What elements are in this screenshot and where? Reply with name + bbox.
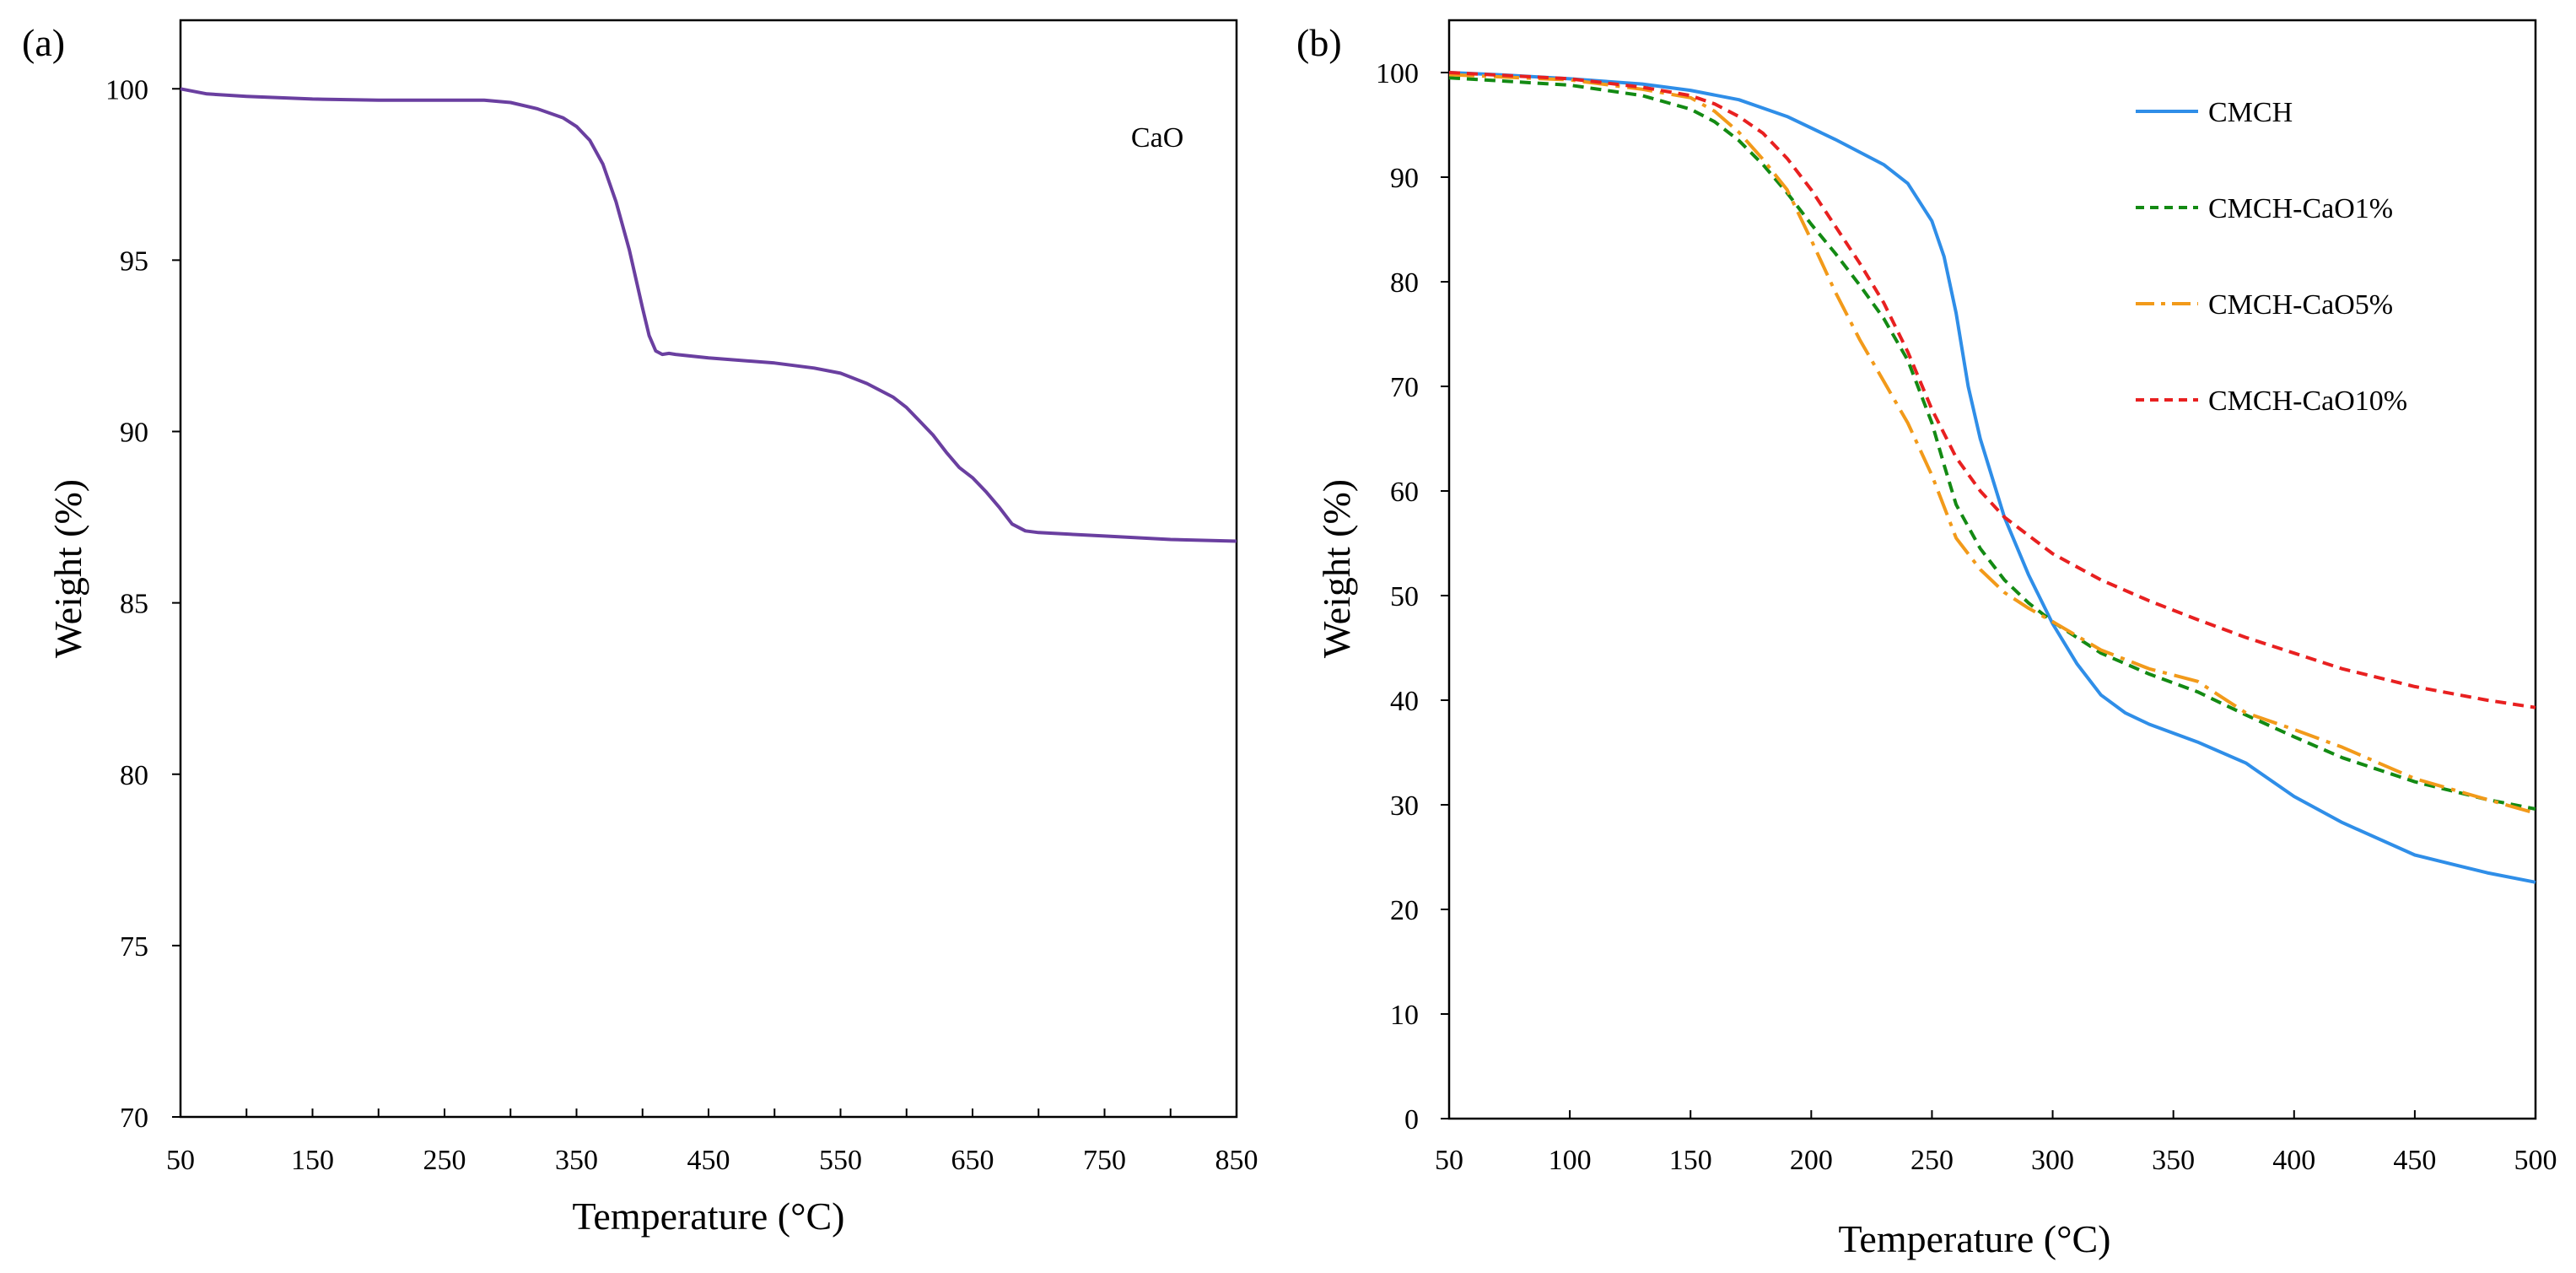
legend-label: CMCH-CaO10%: [2208, 386, 2407, 417]
panel-b-plot-frame: [1447, 19, 2537, 1120]
y-tick-label: 80: [1390, 267, 1419, 299]
y-tick-label: 95: [120, 245, 148, 277]
panel-a-y-ticks: 70 75 80 85 90 95 100: [105, 74, 181, 1134]
panel-b: (b) 50 100 150 200 250 300 350 400 450 500 0 10 20 3…: [1296, 19, 2557, 1260]
panel-b-y-ticks: 0 10 20 30 40 50 60 70 80 90 100: [1376, 58, 1449, 1135]
y-tick-label: 85: [120, 589, 148, 620]
legend-label: CMCH-CaO5%: [2208, 289, 2393, 321]
y-tick-label: 100: [1376, 58, 1419, 89]
series-line-cmch-cao1: [1448, 76, 2536, 811]
series-line-cmch-cao5: [1448, 73, 2536, 815]
x-tick-label: 400: [2272, 1145, 2315, 1176]
series-line-cmch-cao10: [1448, 71, 2536, 709]
y-tick-label: 70: [1390, 372, 1419, 403]
y-tick-label: 10: [1390, 1000, 1419, 1031]
y-tick-label: 100: [105, 74, 148, 105]
y-tick-label: 30: [1390, 790, 1419, 822]
y-tick-label: 75: [120, 931, 148, 963]
panel-a-plot-frame: [179, 19, 1238, 1119]
panel-a-y-axis-title: Weight (%): [46, 479, 89, 658]
x-tick-label: 750: [1083, 1145, 1126, 1176]
panel-b-label: (b): [1296, 21, 1342, 64]
panel-b-series: [1448, 71, 2536, 884]
x-tick-label: 250: [1910, 1145, 1954, 1176]
panel-a-x-ticks: 50 150 250 350 450 550 650 750 850: [166, 1108, 1258, 1176]
panel-a-label: (a): [22, 21, 65, 64]
x-tick-label: 250: [423, 1145, 466, 1176]
panel-a-x-axis-title: Temperature (°C): [573, 1195, 845, 1238]
legend-label: CMCH: [2208, 97, 2293, 128]
y-tick-label: 0: [1404, 1104, 1419, 1135]
x-tick-label: 350: [555, 1145, 598, 1176]
panel-a: (a) 50 150 250 350 450 550 650 750 850 70 75 80 85 9…: [22, 19, 1258, 1238]
x-tick-label: 200: [1790, 1145, 1833, 1176]
x-tick-label: 50: [166, 1145, 195, 1176]
x-tick-label: 650: [951, 1145, 994, 1176]
panel-a-series: [180, 87, 1237, 543]
legend-label: CMCH-CaO1%: [2208, 193, 2393, 224]
x-tick-label: 150: [1669, 1145, 1712, 1176]
x-tick-label: 450: [687, 1145, 730, 1176]
x-tick-label: 350: [2152, 1145, 2195, 1176]
x-tick-label: 550: [819, 1145, 862, 1176]
series-line-cmch: [1448, 71, 2536, 884]
y-tick-label: 20: [1390, 895, 1419, 926]
y-tick-label: 60: [1390, 477, 1419, 508]
y-tick-label: 40: [1390, 686, 1419, 717]
x-tick-label: 500: [2514, 1145, 2557, 1176]
cao-annotation: CaO: [1131, 122, 1183, 154]
panel-b-legend: CMCH CMCH-CaO1% CMCH-CaO5% CMCH-CaO10%: [2136, 97, 2407, 417]
x-tick-label: 850: [1215, 1145, 1258, 1176]
panel-b-x-ticks: 50 100 150 200 250 300 350 400 450 500: [1435, 1110, 2557, 1176]
y-tick-label: 90: [1390, 163, 1419, 194]
y-tick-label: 70: [120, 1103, 148, 1134]
x-tick-label: 300: [2031, 1145, 2074, 1176]
y-tick-label: 80: [120, 760, 148, 791]
x-tick-label: 50: [1435, 1145, 1463, 1176]
series-line-cao: [180, 87, 1237, 543]
x-tick-label: 450: [2393, 1145, 2436, 1176]
panel-b-x-axis-title: Temperature (°C): [1839, 1217, 2111, 1260]
y-tick-label: 90: [120, 418, 148, 449]
x-tick-label: 150: [291, 1145, 334, 1176]
x-tick-label: 100: [1549, 1145, 1592, 1176]
panel-b-y-axis-title: Weight (%): [1315, 479, 1358, 658]
y-tick-label: 50: [1390, 581, 1419, 612]
